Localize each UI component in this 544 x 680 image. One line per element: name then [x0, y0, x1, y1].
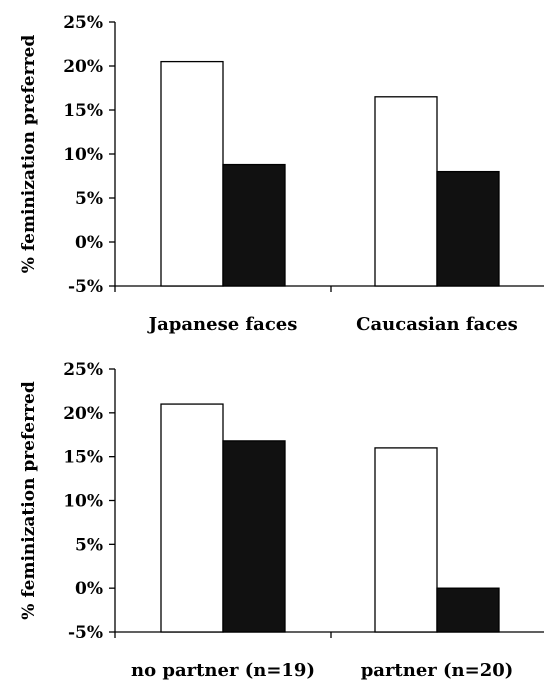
y-tick-label: 5% — [75, 535, 103, 555]
y-axis-title: % feminization preferred — [19, 381, 39, 620]
y-tick-label: 10% — [63, 492, 103, 512]
bar-white-0 — [160, 403, 224, 633]
bar-white-1 — [374, 447, 438, 633]
bar-black-1 — [436, 587, 500, 633]
top-bar-chart: -5% 0% 5% 10% 15% 20% 25% Japanese faces Caucasi… — [19, 13, 544, 335]
y-tick-label: 20% — [63, 404, 103, 424]
y-tick-label: 10% — [63, 145, 103, 165]
y-tick-label: 25% — [63, 360, 103, 380]
y-tick-label: 25% — [63, 13, 103, 33]
bar-black-0 — [222, 163, 286, 287]
bar-black-1 — [436, 170, 500, 287]
y-tick-label: 0% — [75, 233, 103, 253]
y-tick-label: 15% — [63, 448, 103, 468]
bar-black-0 — [222, 440, 286, 633]
bar-white-1 — [374, 96, 438, 287]
y-tick-label: -5% — [68, 623, 103, 643]
y-tick-label: 20% — [63, 57, 103, 77]
y-tick-label: 0% — [75, 579, 103, 599]
y-tick-label: 5% — [75, 189, 103, 209]
y-tick-label: -5% — [68, 277, 103, 297]
bottom-bar-chart: -5% 0% 5% 10% 15% 20% 25% no partner (n=19) part… — [19, 360, 544, 680]
x-category-label: Caucasian faces — [356, 314, 518, 335]
x-category-label: partner (n=20) — [361, 660, 514, 680]
y-tick-label: 15% — [63, 101, 103, 121]
bar-white-0 — [160, 60, 224, 287]
y-axis-title: % feminization preferred — [19, 35, 39, 274]
x-category-label: no partner (n=19) — [131, 660, 315, 680]
x-category-label: Japanese faces — [147, 314, 298, 335]
